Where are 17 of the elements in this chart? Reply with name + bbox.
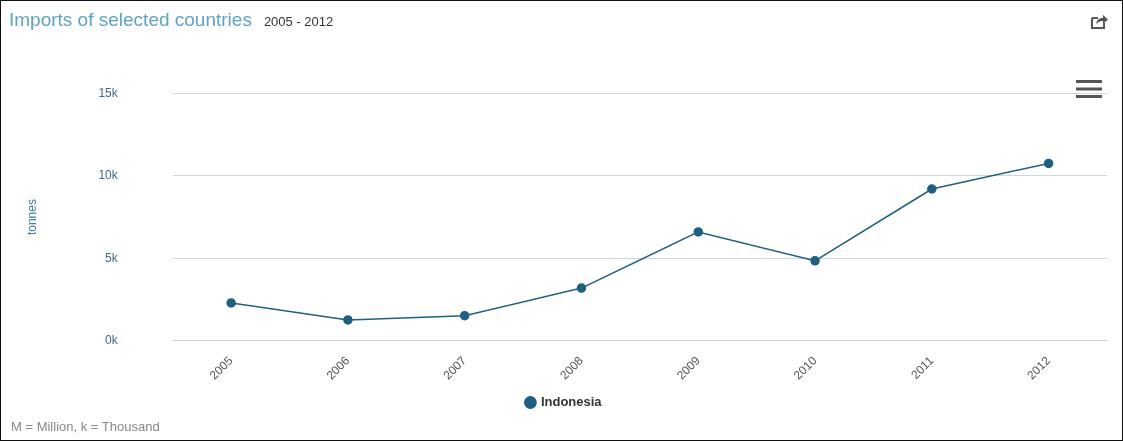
point — [343, 315, 353, 325]
point — [226, 298, 236, 308]
y-axis-title: tonnes — [24, 199, 39, 236]
y-tick-label: 5k — [105, 250, 119, 265]
point — [459, 310, 470, 321]
legend-label: Indonesia — [540, 394, 603, 410]
point — [927, 184, 937, 194]
y-tick-label: 15k — [98, 85, 119, 100]
chart-subtitle: 2005 - 2012 — [263, 14, 334, 29]
y-tick-label: 10k — [98, 168, 119, 183]
point — [810, 256, 820, 266]
point — [576, 283, 587, 293]
point — [1043, 158, 1054, 169]
y-tick-label: 0k — [105, 333, 119, 348]
text: M = Million, k = Thousand — [11, 419, 160, 434]
point — [693, 227, 704, 237]
chart-title: Imports of selected countries — [9, 9, 252, 30]
